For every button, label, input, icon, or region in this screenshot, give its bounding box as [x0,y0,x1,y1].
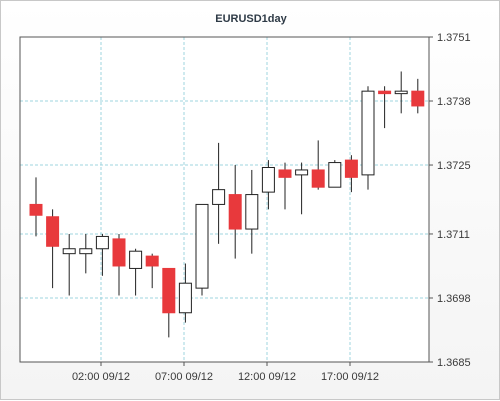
candle-body-down [228,194,242,230]
candle-body-up [245,194,259,230]
candle [328,160,342,188]
candle [344,155,358,193]
candle-body-up [328,162,342,188]
candle [95,233,109,276]
y-tick-label: 1.3751 [437,32,471,44]
candle [311,140,325,190]
candle-body-up [129,250,143,269]
chart-title: EURUSD1day [215,13,287,25]
candle [378,86,392,129]
x-axis-labels: 02:00 09/12 07:00 09/12 12:00 09/12 17:00 0… [72,371,379,383]
y-axis-labels: 1.3751 1.3738 1.3725 1.3711 1.3698 1.3685 [437,32,471,369]
x-tick-label: 17:00 09/12 [321,371,379,383]
candle [178,263,192,323]
x-tick-label: 07:00 09/12 [155,371,213,383]
candle-body-up [394,90,408,95]
candle-body-up [212,189,226,205]
candle [79,233,93,274]
candle [394,71,408,114]
candle [46,209,60,289]
candle [261,160,275,210]
candle [411,78,425,114]
y-tick-label: 1.3698 [437,293,471,305]
candle [62,233,76,296]
y-tick-label: 1.3725 [437,160,471,172]
candle-body-up [79,248,93,255]
candle-body-up [62,248,76,255]
candle-body-up [178,282,192,314]
candle-body-down [162,267,176,314]
candle [212,142,226,244]
candle [278,162,292,210]
candle-body-down [311,169,325,188]
candle-body-up [295,169,309,176]
candle-body-down [29,203,43,216]
plot-border [19,36,430,363]
candle-body-down [378,90,392,95]
axes [19,36,433,366]
candle-body-up [95,235,109,250]
candle-body-up [261,166,275,193]
candle-body-down [278,169,292,178]
candle [295,162,309,215]
candle [195,203,209,296]
candle-body-down [46,216,60,247]
candle-body-down [411,90,425,107]
candle [145,253,159,289]
candle [162,267,176,338]
x-tick-label: 12:00 09/12 [238,371,296,383]
candle-body-up [361,90,375,176]
candle [129,248,143,296]
y-tick-label: 1.3685 [437,357,471,369]
y-tick-label: 1.3711 [437,229,470,241]
candles [29,71,425,338]
candle-body-down [112,238,126,267]
candle [112,233,126,296]
y-tick-label: 1.3738 [437,96,471,108]
candle [29,177,43,237]
candle-body-up [195,203,209,289]
x-tick-label: 02:00 09/12 [72,371,130,383]
candle-body-down [145,255,159,267]
candle [228,165,242,259]
candle [361,86,375,190]
candle-body-down [344,159,358,178]
candle [245,169,259,254]
